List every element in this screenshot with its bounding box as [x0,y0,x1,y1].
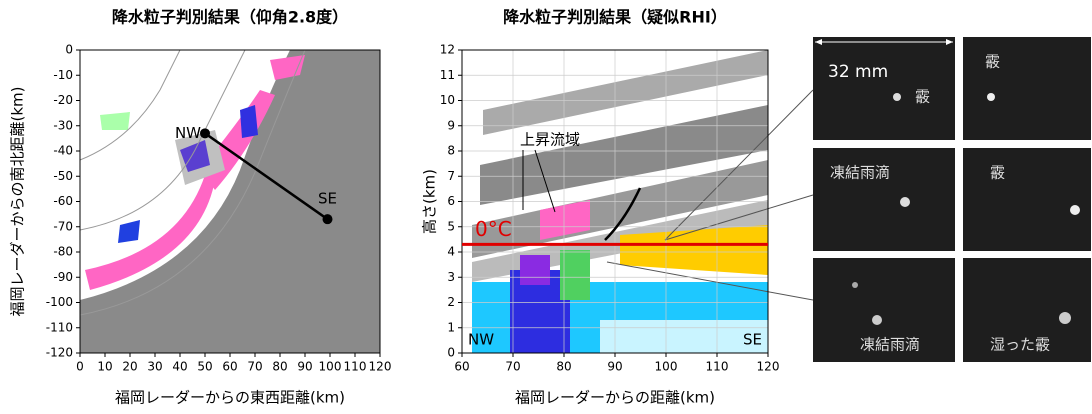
y-tick-label: -60 [53,194,73,208]
x-tick-label: 40 [172,360,187,374]
x-tick-label: 90 [297,360,312,374]
point-label: SE [318,190,337,208]
y-tick-label: 5 [447,219,455,233]
x-tick-label: 30 [147,360,162,374]
y-tick-label: -100 [46,295,73,309]
x-tick-label: 60 [222,360,237,374]
plot-frame [79,49,381,354]
photo-label: 霰 [915,88,930,106]
x-tick-label: 120 [757,360,780,374]
x-tick-label: 0 [76,360,84,374]
y-tick-label: -90 [53,270,73,284]
x-tick-label: 90 [607,360,622,374]
y-tick-label: 6 [447,194,455,208]
x-tick-label: 70 [505,360,520,374]
photo-label: 湿った霰 [990,336,1050,354]
photo-label: 凍結雨滴 [860,336,920,354]
y-tick-label: -20 [53,93,73,107]
photo-label: 霰 [985,53,1000,71]
y-tick-label: 7 [447,169,455,183]
y-tick-label: 12 [440,43,455,57]
x-axis-label: 福岡レーダーからの東西距離(km) [115,389,345,407]
x-tick-label: 80 [556,360,571,374]
x-tick-label: 110 [344,360,367,374]
y-tick-label: 11 [440,68,455,82]
y-tick-label: -10 [53,68,73,82]
scale-label: 32 mm [828,62,888,82]
y-tick-label: 8 [447,144,455,158]
y-tick-label: 10 [440,93,455,107]
cross-section-line [204,132,329,221]
x-tick-label: 80 [272,360,287,374]
annotation: 上昇流域 [520,131,580,149]
x-tick-label: 20 [122,360,137,374]
updraft-arrow [604,187,642,241]
y-tick-label: -50 [53,169,73,183]
point [322,214,333,225]
chart-title: 降水粒子判別結果（仰角2.8度） [112,8,348,27]
x-tick-label: 70 [247,360,262,374]
photo-label: 凍結雨滴 [830,164,890,182]
y-tick-label: 3 [447,270,455,284]
y-tick-label: 4 [447,245,455,259]
x-tick-label: 60 [454,360,469,374]
y-tick-label: 9 [447,118,455,132]
x-tick-label: 100 [319,360,342,374]
x-tick-label: 10 [97,360,112,374]
chart-title: 降水粒子判別結果（疑似RHI） [503,8,727,27]
y-tick-label: -30 [53,118,73,132]
photo-panels [606,37,1091,362]
radar-map-1 [79,49,380,353]
annotation-arrow [534,149,556,213]
x-tick-label: 110 [706,360,729,374]
y-tick-label: -80 [53,245,73,259]
y-tick-label: 1 [447,320,455,334]
x-tick-label: 100 [655,360,678,374]
plot-frame [461,49,769,354]
y-axis-label: 高さ(km) [421,169,439,234]
y-axis-label: 福岡レーダーからの南北距離(km) [9,86,27,316]
y-tick-label: -110 [46,320,73,334]
corner-label: NW [468,331,494,349]
y-tick-label: -40 [53,144,73,158]
y-tick-label: -120 [46,346,73,360]
corner-label: SE [743,331,762,349]
x-axis-label: 福岡レーダーからの距離(km) [515,389,715,407]
point-label: NW [175,124,201,142]
point [200,128,210,139]
x-tick-label: 120 [369,360,392,374]
y-tick-label: 2 [447,295,455,309]
y-tick-label: 0 [447,346,455,360]
freezing-label: 0°C [475,217,512,241]
y-tick-label: 0 [65,43,73,57]
y-tick-label: -70 [53,219,73,233]
rhi-texture [472,50,768,353]
x-tick-label: 50 [197,360,212,374]
photo-label: 霰 [990,164,1005,182]
